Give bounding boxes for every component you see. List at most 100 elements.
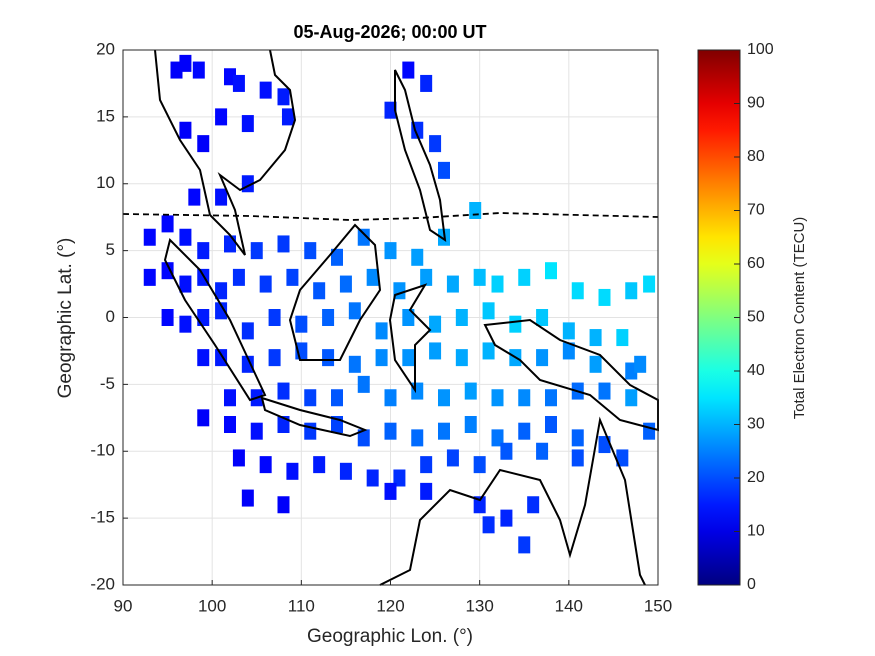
y-tick-label: 20 <box>96 39 115 58</box>
tec-cell <box>295 315 308 333</box>
tec-cell <box>469 202 482 219</box>
tec-cell <box>232 74 245 92</box>
tec-cell <box>473 496 486 514</box>
tec-cell <box>179 121 192 139</box>
tec-cell <box>455 309 468 326</box>
tec-cell <box>286 268 299 286</box>
tec-cell <box>322 309 335 326</box>
x-tick-label: 120 <box>376 596 404 615</box>
tec-cell <box>491 429 504 447</box>
tec-cell <box>536 442 549 460</box>
tec-cell <box>250 422 263 440</box>
tec-cell <box>420 74 433 92</box>
coastline <box>379 416 646 586</box>
tec-cell <box>420 268 433 286</box>
tec-cell <box>384 422 397 440</box>
tec-cell <box>143 268 156 286</box>
colorbar-tick-label: 100 <box>747 41 774 58</box>
tec-cell <box>179 275 192 293</box>
y-tick-label: 0 <box>106 307 115 326</box>
tec-cell <box>571 282 584 300</box>
tec-cell <box>634 355 647 373</box>
magnetic-equator <box>122 212 659 221</box>
y-tick-label: -20 <box>90 574 115 593</box>
tec-cell <box>224 389 236 407</box>
tec-cell <box>259 275 272 293</box>
colorbar-tick-label: 60 <box>747 255 765 272</box>
colorbar-tick-label: 70 <box>747 202 765 219</box>
tec-cell <box>277 496 290 514</box>
tec-cell <box>545 262 557 280</box>
tec-cell <box>348 302 361 320</box>
tec-cell <box>366 469 379 487</box>
tec-cell <box>250 242 263 260</box>
tec-cell <box>375 349 388 367</box>
tec-cell <box>241 489 254 507</box>
tec-cell <box>402 349 415 367</box>
tec-cell <box>241 115 254 133</box>
tec-cell <box>402 309 415 326</box>
colorbar-tick-label: 40 <box>747 362 765 379</box>
tec-cell <box>179 54 192 72</box>
tec-cell <box>197 242 210 260</box>
tec-cell <box>625 282 638 300</box>
x-tick-label: 110 <box>288 596 315 615</box>
x-tick-label: 130 <box>465 596 493 615</box>
tec-cell <box>420 456 433 474</box>
tec-cell <box>616 449 629 467</box>
y-tick-label: 15 <box>96 106 115 125</box>
tec-cell <box>215 282 228 300</box>
tec-cell <box>331 389 343 407</box>
tec-cell <box>411 382 424 400</box>
tec-cell <box>268 309 281 326</box>
tec-cell <box>500 509 513 527</box>
tec-cell <box>482 516 495 534</box>
tec-cell <box>411 429 424 447</box>
tec-cell <box>339 275 352 293</box>
colorbar-tick-label: 30 <box>747 416 765 433</box>
tec-cell <box>188 188 201 206</box>
colorbar-tick-label: 50 <box>747 309 765 326</box>
tec-cell <box>215 188 228 206</box>
tec-cell <box>411 248 424 266</box>
tec-cell <box>277 88 290 106</box>
marks <box>143 54 656 554</box>
tec-cell <box>366 268 379 286</box>
colorbar <box>697 49 741 586</box>
tec-cell <box>518 536 531 554</box>
tec-cell <box>339 462 352 480</box>
tec-cell <box>473 456 486 474</box>
x-axis-label: Geographic Lon. (°) <box>307 626 473 647</box>
tec-cell <box>482 302 495 320</box>
tec-cell <box>598 288 611 306</box>
coastline <box>388 283 432 394</box>
tec-cell <box>161 309 174 326</box>
tec-cell <box>429 342 442 360</box>
tec-cell <box>331 248 343 266</box>
colorbar-label: Total Electron Content (TECU) <box>791 217 808 420</box>
tec-cell <box>277 382 290 400</box>
tec-cell <box>625 389 638 407</box>
tec-cell <box>179 228 192 246</box>
tec-cell <box>161 215 174 233</box>
tec-cell <box>402 61 415 79</box>
tec-cell <box>545 389 557 407</box>
tec-cell <box>438 161 450 179</box>
coastline <box>288 223 382 361</box>
tec-cell <box>304 389 317 407</box>
tec-cell <box>241 355 254 373</box>
tec-cell <box>322 349 335 367</box>
tec-cell <box>232 268 245 286</box>
y-tick-label: -5 <box>100 374 115 393</box>
tec-cell <box>357 429 370 447</box>
tec-cell <box>304 242 317 260</box>
tec-cell <box>482 342 495 360</box>
colorbar-tick-label: 80 <box>747 148 765 165</box>
coastlines <box>122 49 659 586</box>
y-tick-label: 5 <box>106 240 115 259</box>
x-tick-label: 150 <box>644 596 672 615</box>
tec-cell <box>384 389 397 407</box>
tec-cell <box>268 349 281 367</box>
tec-cell <box>536 309 549 326</box>
tec-cell <box>500 442 513 460</box>
